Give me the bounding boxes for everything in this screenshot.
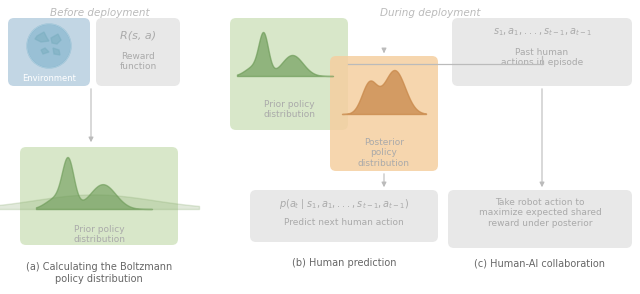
Polygon shape: [53, 48, 60, 55]
Text: Take robot action to
maximize expected shared
reward under posterior: Take robot action to maximize expected s…: [479, 198, 602, 228]
Text: Reward
function: Reward function: [120, 52, 157, 71]
Polygon shape: [41, 48, 49, 54]
Text: Environment: Environment: [22, 74, 76, 83]
Circle shape: [27, 24, 71, 68]
FancyBboxPatch shape: [452, 18, 632, 86]
Text: Posterior
policy
distribution: Posterior policy distribution: [358, 138, 410, 168]
Text: During deployment: During deployment: [380, 8, 480, 18]
FancyBboxPatch shape: [330, 56, 438, 171]
FancyBboxPatch shape: [8, 18, 90, 86]
Text: Prior policy
distribution: Prior policy distribution: [263, 100, 315, 119]
FancyBboxPatch shape: [230, 18, 348, 130]
FancyBboxPatch shape: [250, 190, 438, 242]
Text: Past human
actions in episode: Past human actions in episode: [501, 48, 583, 67]
Text: Predict next human action: Predict next human action: [284, 218, 404, 227]
Polygon shape: [51, 34, 61, 44]
Text: $s_1, a_1, ..., s_{t-1}, a_{t-1}$: $s_1, a_1, ..., s_{t-1}, a_{t-1}$: [493, 26, 591, 38]
FancyBboxPatch shape: [20, 147, 178, 245]
Text: Prior policy
distribution: Prior policy distribution: [73, 225, 125, 244]
Text: (b) Human prediction: (b) Human prediction: [292, 258, 396, 268]
Text: (a) Calculating the Boltzmann
policy distribution: (a) Calculating the Boltzmann policy dis…: [26, 262, 172, 284]
Text: Before deployment: Before deployment: [50, 8, 150, 18]
Polygon shape: [35, 32, 49, 42]
FancyBboxPatch shape: [96, 18, 180, 86]
Text: $p(a_t \mid s_1, a_1, ..., s_{t-1}, a_{t-1})$: $p(a_t \mid s_1, a_1, ..., s_{t-1}, a_{t…: [279, 197, 409, 211]
Text: R(s, a): R(s, a): [120, 30, 156, 40]
Text: (c) Human-AI collaboration: (c) Human-AI collaboration: [474, 258, 605, 268]
FancyBboxPatch shape: [448, 190, 632, 248]
